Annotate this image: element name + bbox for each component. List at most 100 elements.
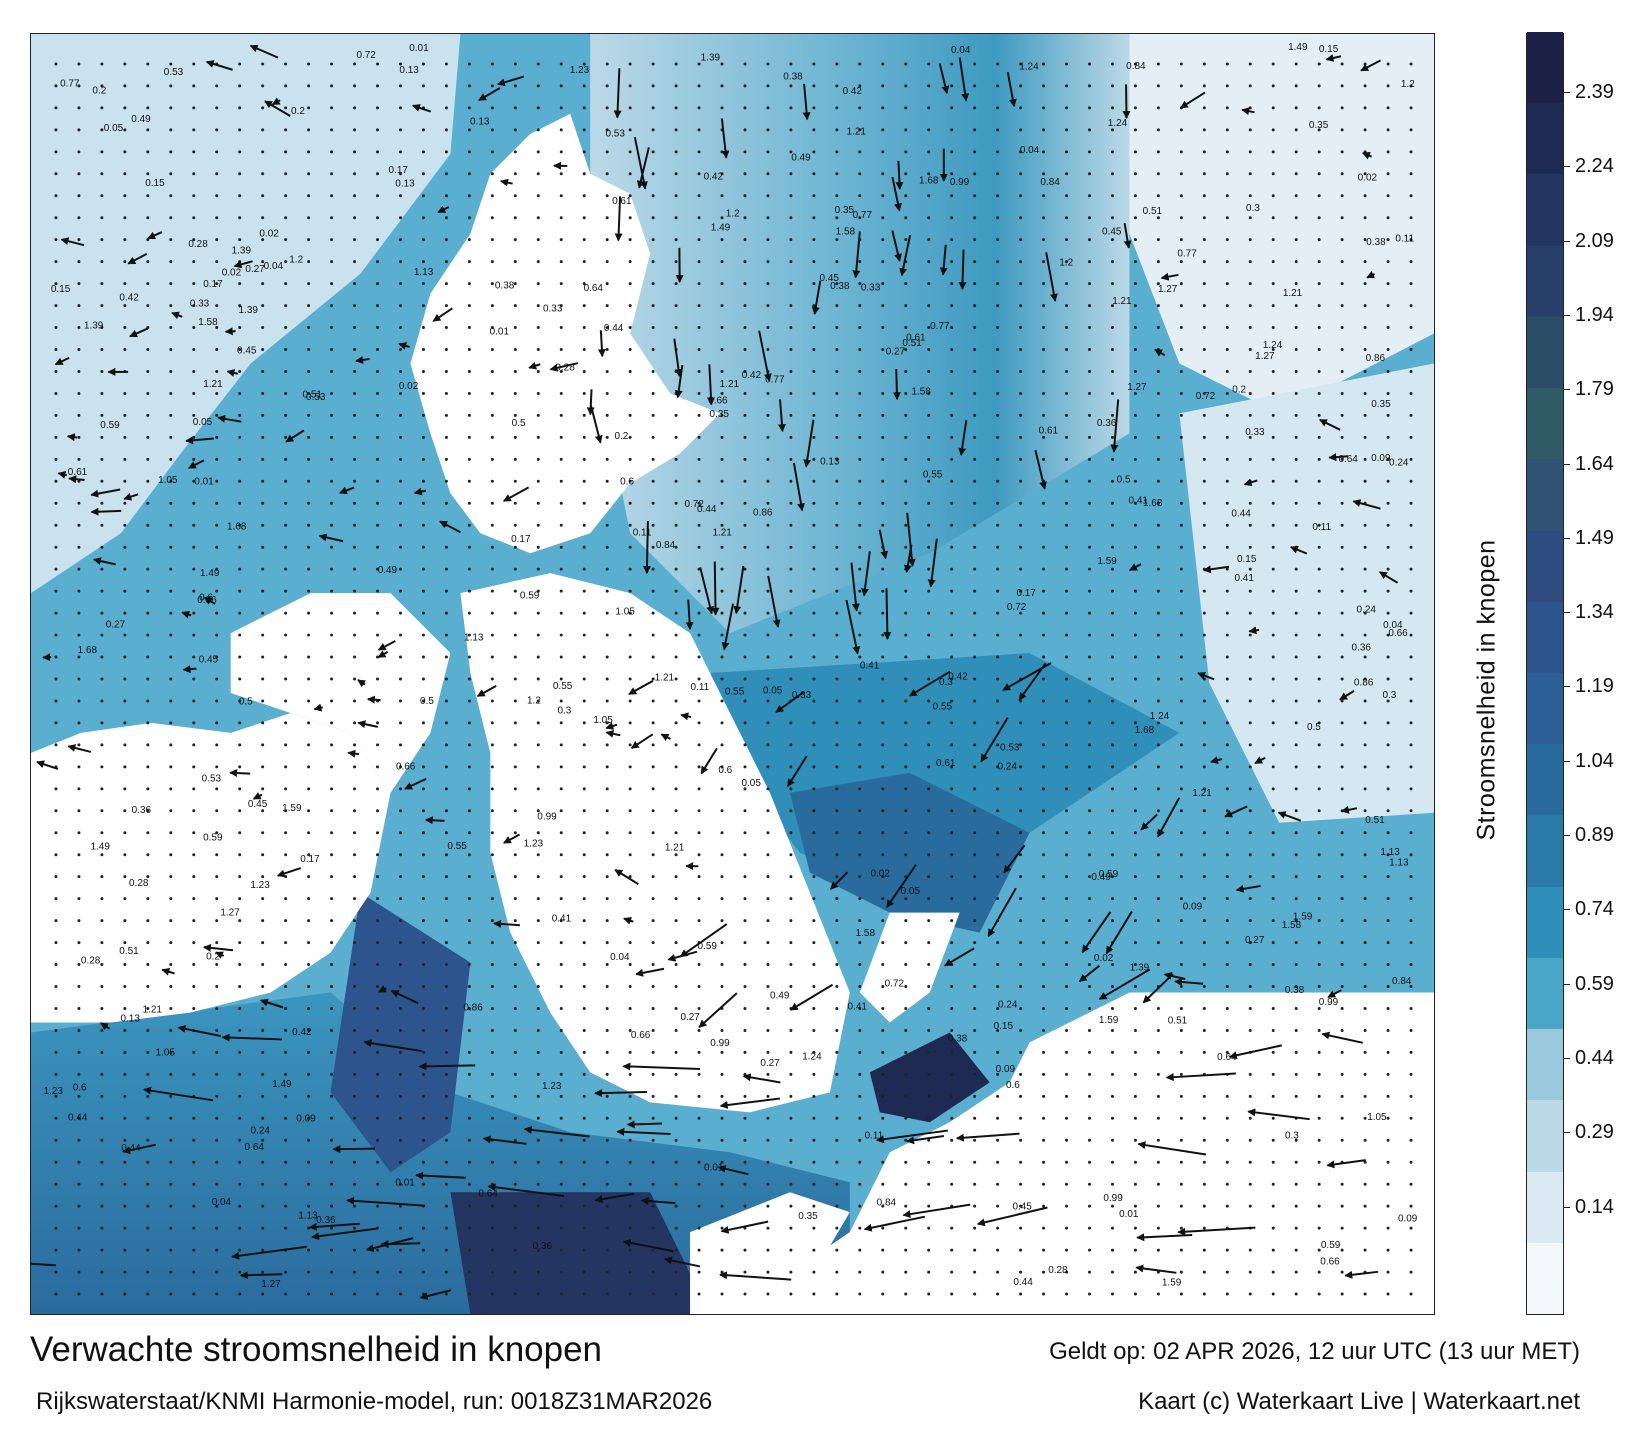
grid-dot — [1363, 326, 1367, 330]
grid-dot — [559, 282, 563, 286]
grid-dot — [307, 699, 311, 703]
grid-dot — [146, 545, 150, 549]
current-arrow — [181, 610, 192, 619]
grid-dot — [1409, 523, 1413, 527]
speed-label: 1.21 — [665, 842, 685, 853]
grid-dot — [536, 391, 540, 395]
speed-label: 0.33 — [543, 303, 563, 314]
grid-dot — [881, 435, 885, 439]
grid-dot — [490, 1292, 494, 1296]
legend-color-band — [1527, 1171, 1563, 1243]
speed-label: 0.51 — [119, 946, 139, 957]
grid-dot — [1202, 479, 1206, 483]
grid-dot — [720, 326, 724, 330]
grid-dot — [398, 172, 402, 176]
grid-dot — [1317, 919, 1321, 923]
grid-dot — [766, 216, 770, 220]
grid-dot — [123, 721, 127, 725]
grid-dot — [1156, 260, 1160, 264]
grid-dot — [835, 523, 839, 527]
grid-dot — [766, 677, 770, 681]
grid-dot — [330, 413, 334, 417]
grid-dot — [238, 611, 242, 615]
grid-dot — [881, 1204, 885, 1208]
grid-dot — [1110, 633, 1114, 637]
grid-dot — [1133, 1292, 1137, 1296]
grid-dot — [421, 897, 425, 901]
legend-tick-mark — [1564, 166, 1570, 168]
grid-dot — [651, 897, 655, 901]
grid-dot — [1156, 435, 1160, 439]
grid-dot — [1248, 611, 1252, 615]
grid-dot — [490, 545, 494, 549]
grid-dot — [697, 128, 701, 132]
current-arrow — [1289, 546, 1308, 555]
grid-dot — [100, 963, 104, 967]
grid-dot — [513, 1028, 517, 1032]
grid-dot — [1133, 985, 1137, 989]
current-arrow — [719, 1097, 780, 1109]
grid-dot — [307, 84, 311, 88]
grid-dot — [376, 545, 380, 549]
grid-dot — [927, 1094, 931, 1098]
grid-dot — [1087, 897, 1091, 901]
grid-dot — [261, 633, 265, 637]
grid-dot — [1386, 1072, 1390, 1076]
grid-dot — [100, 1116, 104, 1120]
grid-dot — [1065, 1072, 1069, 1076]
grid-dot — [376, 1160, 380, 1164]
grid-dot — [812, 1182, 816, 1186]
grid-dot — [1065, 194, 1069, 198]
grid-dot — [1317, 84, 1321, 88]
grid-dot — [146, 567, 150, 571]
grid-dot — [513, 216, 517, 220]
grid-dot — [835, 194, 839, 198]
grid-dot — [238, 1094, 242, 1098]
grid-dot — [1340, 326, 1344, 330]
grid-dot — [904, 282, 908, 286]
current-arrow — [958, 249, 967, 291]
speed-label: 1.2 — [1059, 257, 1073, 268]
grid-dot — [1248, 260, 1252, 264]
current-arrow — [927, 538, 938, 588]
current-map[interactable]: 0.02 0.01 0.04 0.44 0.38 0.45 0.42 0.27 0.51 0.59… — [30, 33, 1435, 1315]
grid-dot — [605, 765, 609, 769]
grid-dot — [812, 589, 816, 593]
grid-dot — [697, 589, 701, 593]
grid-dot — [490, 963, 494, 967]
grid-dot — [1042, 897, 1046, 901]
current-arrow — [767, 575, 781, 628]
grid-dot — [1065, 1094, 1069, 1098]
grid-dot — [582, 831, 586, 835]
grid-dot — [1156, 611, 1160, 615]
grid-dot — [467, 897, 471, 901]
grid-dot — [973, 1182, 977, 1186]
grid-dot — [421, 304, 425, 308]
grid-dot — [674, 106, 678, 110]
speed-label: 0.53 — [306, 392, 326, 403]
grid-dot — [1225, 743, 1229, 747]
grid-dot — [1087, 1138, 1091, 1142]
grid-dot — [950, 1072, 954, 1076]
grid-dot — [353, 721, 357, 725]
grid-dot — [1065, 743, 1069, 747]
grid-dot — [192, 853, 196, 857]
grid-dot — [1202, 1160, 1206, 1164]
grid-dot — [927, 150, 931, 154]
grid-dot — [490, 435, 494, 439]
grid-dot — [605, 369, 609, 373]
grid-dot — [697, 62, 701, 66]
speed-label: 1.59 — [1293, 912, 1313, 923]
grid-dot — [605, 1204, 609, 1208]
grid-dot — [1409, 1160, 1413, 1164]
grid-dot — [353, 633, 357, 637]
grid-dot — [215, 721, 219, 725]
grid-dot — [858, 1138, 862, 1142]
grid-dot — [1202, 853, 1206, 857]
grid-dot — [169, 84, 173, 88]
grid-dot — [1133, 743, 1137, 747]
grid-dot — [1065, 611, 1069, 615]
grid-dot — [353, 1094, 357, 1098]
grid-dot — [628, 1270, 632, 1274]
grid-dot — [169, 62, 173, 66]
